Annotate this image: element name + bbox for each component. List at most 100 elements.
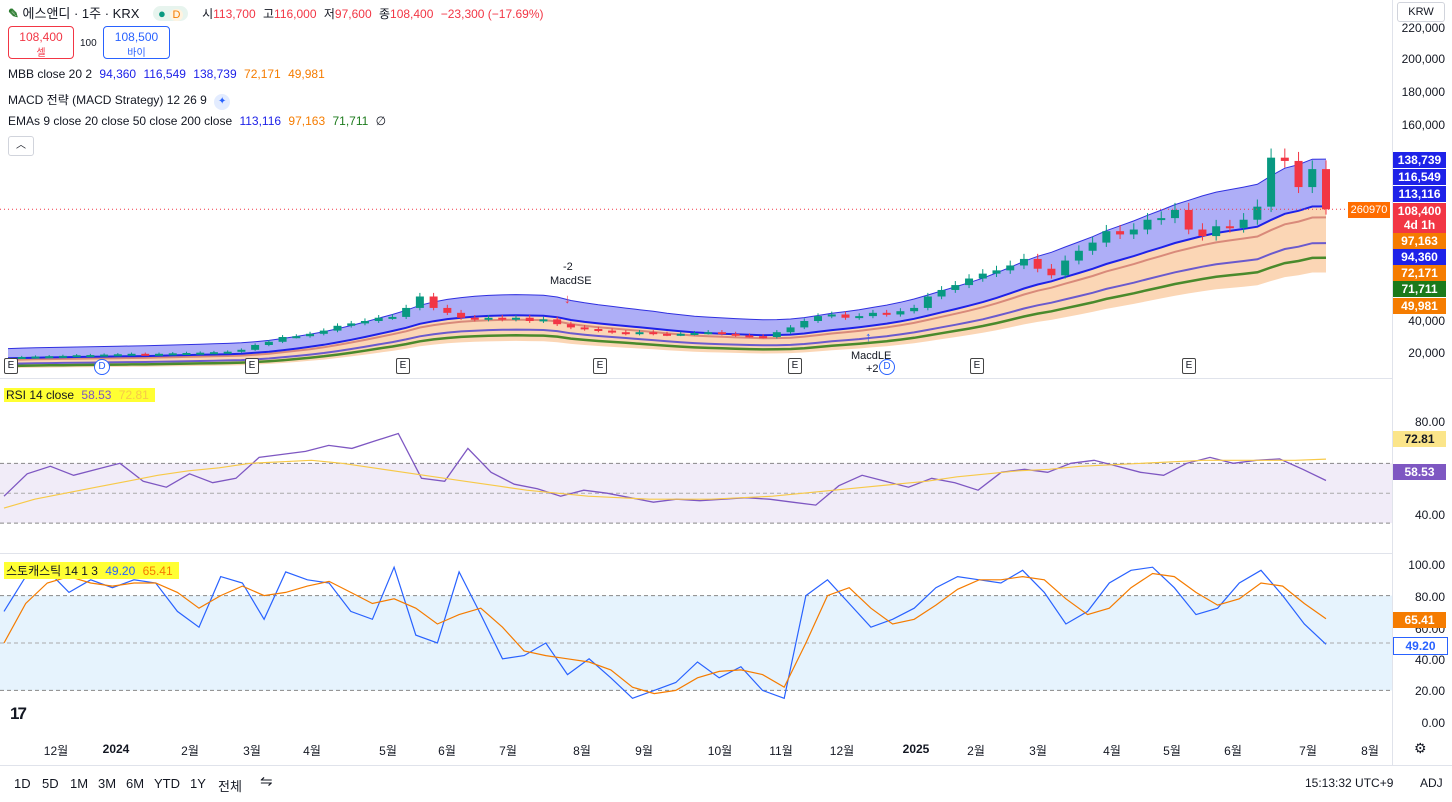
candle <box>621 332 630 335</box>
long-signal-count: +2 <box>866 363 879 375</box>
candle <box>1294 160 1303 188</box>
candle <box>498 317 507 320</box>
time-tick: 2025 <box>902 742 930 756</box>
symbol-header[interactable]: ✎ 에스앤디 · 1주 · KRX ● D 시113,700 고116,000 … <box>8 3 544 22</box>
buy-button[interactable]: 108,500 바이 <box>103 26 170 59</box>
earnings-marker[interactable]: E <box>245 358 259 374</box>
timeframe-4[interactable]: 6M <box>126 776 145 791</box>
candle <box>100 354 109 357</box>
currency-select[interactable]: KRW <box>1397 2 1445 22</box>
candle <box>553 319 562 325</box>
rsi-tag: 58.53 <box>1393 464 1446 480</box>
candle <box>196 352 205 355</box>
earnings-marker[interactable]: E <box>593 358 607 374</box>
candle <box>1253 206 1262 220</box>
candle <box>141 353 150 356</box>
order-quantity[interactable]: 100 <box>80 38 97 49</box>
price-tag: 49,981 <box>1393 298 1446 314</box>
candle <box>168 353 177 356</box>
candle <box>841 314 850 318</box>
candle <box>360 321 369 324</box>
time-tick: 3월 <box>243 744 261 758</box>
earnings-marker[interactable]: E <box>970 358 984 374</box>
price-tick: 200,000 <box>1401 52 1445 66</box>
candle <box>992 270 1001 274</box>
time-tick: 2월 <box>967 744 985 758</box>
earnings-marker[interactable]: E <box>4 358 18 374</box>
adj-toggle[interactable]: ADJ <box>1420 776 1443 790</box>
earnings-marker[interactable]: E <box>788 358 802 374</box>
candle <box>1129 229 1138 235</box>
price-tag: 113,116 <box>1393 186 1446 202</box>
candle <box>608 330 617 333</box>
rsi-tick: 80.00 <box>1414 415 1445 429</box>
candle <box>951 285 960 290</box>
ohlc-readout: 시113,700 고116,000 저97,600 종108,400 −23,3… <box>202 7 544 21</box>
candle <box>1019 258 1028 266</box>
price-axis[interactable]: KRW 220,000 200,000 180,000 160,000 40,0… <box>1392 0 1452 765</box>
candle <box>1143 219 1152 230</box>
candle <box>663 333 671 336</box>
short-arrow-icon: ↓ <box>564 291 571 306</box>
sell-button[interactable]: 108,400 셀 <box>8 26 74 59</box>
earnings-marker[interactable]: E <box>1182 358 1196 374</box>
candle <box>868 312 877 317</box>
candle <box>566 324 575 328</box>
time-tick: 8월 <box>573 744 591 758</box>
tradingview-logo[interactable]: 17 <box>10 704 27 723</box>
price-tick: 40,000 <box>1408 314 1445 328</box>
price-chart[interactable] <box>0 0 1392 740</box>
candle <box>306 333 315 337</box>
candle <box>882 312 891 315</box>
symbol-logo-icon: ✎ <box>8 6 19 21</box>
timeframe-7[interactable]: 전체 <box>218 779 242 794</box>
timeframe-0[interactable]: 1D <box>14 776 31 791</box>
candle <box>1157 218 1166 221</box>
rsi-tag: 72.81 <box>1393 431 1446 447</box>
short-signal-count: -2 <box>563 261 573 273</box>
candle <box>759 336 768 339</box>
candle <box>1116 231 1125 235</box>
candle <box>580 327 589 330</box>
candle <box>1047 268 1056 276</box>
timeframe-6[interactable]: 1Y <box>190 776 206 791</box>
rsi-legend[interactable]: RSI 14 close 58.53 72.81 <box>4 388 155 402</box>
candle <box>470 317 479 320</box>
candle <box>814 316 823 321</box>
earnings-marker[interactable]: E <box>396 358 410 374</box>
time-tick: 11월 <box>769 744 793 758</box>
candle <box>113 354 122 357</box>
stoch-tick: 80.00 <box>1414 590 1445 604</box>
candle <box>209 352 218 355</box>
clock[interactable]: 15:13:32 UTC+9 <box>1305 776 1394 790</box>
candle <box>1308 169 1317 188</box>
candle <box>690 333 699 335</box>
symbol-title[interactable]: 에스앤디 · 1주 · KRX <box>22 6 140 21</box>
candle <box>155 353 164 356</box>
emas-legend[interactable]: EMAs 9 close 20 close 50 close 200 close… <box>8 114 387 128</box>
sparkle-icon[interactable]: ✦ <box>214 94 231 110</box>
price-tag: 116,549 <box>1393 169 1446 185</box>
time-tick: 2월 <box>181 744 199 758</box>
timeframe-1[interactable]: 5D <box>42 776 59 791</box>
timeframe-3[interactable]: 3M <box>98 776 117 791</box>
data-badge: D <box>169 9 184 21</box>
price-tag: 94,360 <box>1393 249 1446 265</box>
dividend-marker[interactable]: D <box>879 359 895 375</box>
hidden-icon[interactable]: ∅ <box>375 114 387 128</box>
macd-legend[interactable]: MACD 전략 (MACD Strategy) 12 26 9 ✦ <box>8 91 234 110</box>
candle <box>388 316 397 319</box>
timeframe-5[interactable]: YTD <box>154 776 180 791</box>
candle <box>1061 260 1070 276</box>
candle <box>1006 265 1015 271</box>
dividend-marker[interactable]: D <box>94 359 110 375</box>
collapse-legend-button[interactable]: ︿ <box>8 136 34 156</box>
mbb-legend[interactable]: MBB close 20 2 94,360 116,549 138,739 72… <box>8 67 325 81</box>
candle <box>1280 157 1289 161</box>
stoch-legend[interactable]: 스토캐스틱 14 1 3 49.20 65.41 <box>4 562 179 579</box>
candle <box>1225 226 1234 229</box>
date-range-icon[interactable]: ⇋ <box>260 773 273 790</box>
candle <box>704 332 713 335</box>
timeframe-2[interactable]: 1M <box>70 776 89 791</box>
settings-gear-icon[interactable]: ⚙ <box>1414 740 1427 756</box>
